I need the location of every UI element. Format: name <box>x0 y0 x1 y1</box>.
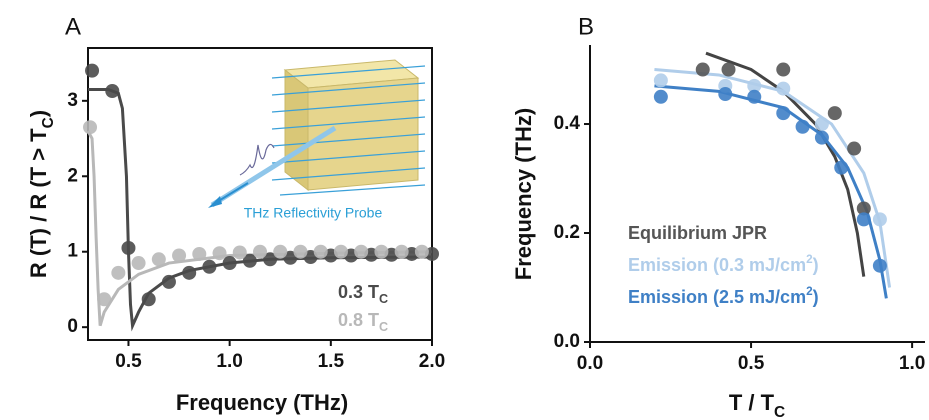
data-point <box>313 244 328 259</box>
legend-label-part: Equilibrium JPR <box>628 223 767 243</box>
data-point <box>814 130 829 145</box>
data-point <box>273 244 288 259</box>
data-point <box>776 106 791 121</box>
data-point <box>856 212 871 227</box>
data-point <box>354 244 369 259</box>
data-point <box>653 73 668 88</box>
data-point <box>212 246 227 261</box>
plot-frame <box>87 47 433 341</box>
fit-line <box>86 130 433 327</box>
x-axis-label-part: C <box>774 404 785 420</box>
y-tick-label: 0.4 <box>554 113 581 134</box>
data-point <box>374 244 389 259</box>
data-point <box>721 62 736 77</box>
y-axis-label-part: Frequency (THz) <box>511 108 536 280</box>
data-point <box>253 244 267 259</box>
data-point <box>795 119 810 134</box>
y-tick-label: 0.0 <box>554 331 580 352</box>
legend-label-part: 2 <box>806 253 813 266</box>
data-point <box>151 252 166 267</box>
legend-label: Emission (0.3 mJ/cm2) <box>628 253 819 275</box>
data-point <box>105 84 120 99</box>
data-point <box>222 256 237 271</box>
legend-label-part: 2 <box>806 285 813 298</box>
legend-label-part: Emission (0.3 mJ/cm <box>628 255 806 275</box>
x-axis-label: Frequency (THz) <box>176 390 348 415</box>
data-point <box>182 265 197 280</box>
data-point <box>814 117 829 132</box>
data-point <box>242 253 257 268</box>
y-axis-label: Frequency (THz) <box>511 108 536 280</box>
data-point <box>131 256 146 271</box>
data-point <box>834 160 849 175</box>
data-point <box>97 292 112 307</box>
inset-illustration <box>208 59 426 208</box>
y-tick-label: 1 <box>67 241 78 262</box>
data-point <box>872 258 887 273</box>
x-axis-label: T / TC <box>729 390 785 420</box>
data-point <box>83 120 98 135</box>
x-axis-label-part: Frequency (THz) <box>176 390 348 415</box>
data-point <box>718 87 733 102</box>
data-point <box>172 248 187 263</box>
panel-label: A <box>65 13 81 40</box>
data-point <box>283 250 298 265</box>
y-axis-label: R (T) / R (T > TC) <box>26 110 57 278</box>
data-point <box>141 292 156 307</box>
data-point <box>776 81 791 96</box>
legend-label: 0.8 TC <box>338 310 388 335</box>
data-point <box>776 62 791 77</box>
data-point <box>202 259 217 274</box>
legend-label-part: C <box>379 320 388 334</box>
x-tick-label: 2.0 <box>419 351 445 372</box>
data-point <box>111 265 126 280</box>
y-axis-label-part: ) <box>26 110 51 117</box>
legend-label-part: Emission (2.5 mJ/cm <box>628 287 806 307</box>
y-axis-label-part: R (T) / R (T > T <box>26 128 51 278</box>
data-point <box>747 78 762 93</box>
legend-label: 0.3 TC <box>338 282 388 307</box>
data-point <box>121 240 136 255</box>
y-tick-label: 2 <box>67 165 78 186</box>
data-point <box>847 141 862 156</box>
legend-label-part: 0.8 T <box>338 310 379 330</box>
x-tick-label: 1.0 <box>899 353 925 374</box>
legend-label-part: 0.3 T <box>338 282 379 302</box>
data-point <box>414 244 429 259</box>
data-point <box>192 246 207 261</box>
annotation: THz Reflectivity Probe <box>244 205 383 221</box>
legend-label: Equilibrium JPR <box>628 223 767 243</box>
x-tick-label: 1.0 <box>216 351 242 372</box>
data-point <box>695 62 710 77</box>
y-tick-label: 0 <box>67 316 78 337</box>
data-point <box>161 274 176 289</box>
data-point <box>856 201 871 216</box>
x-tick-label: 1.5 <box>318 351 345 372</box>
x-tick-label: 0.5 <box>115 351 142 372</box>
data-point <box>232 245 247 260</box>
data-point <box>85 63 100 78</box>
panel-label: B <box>578 13 594 40</box>
y-tick-label: 3 <box>67 90 78 111</box>
data-point <box>872 212 887 227</box>
data-point <box>394 244 409 259</box>
x-axis-label-part: T / T <box>729 390 775 415</box>
legend-label-part: ) <box>813 255 819 275</box>
legend-label: Emission (2.5 mJ/cm2) <box>628 285 819 307</box>
data-point <box>293 244 308 259</box>
data-point <box>827 106 842 121</box>
x-tick-label: 0.5 <box>738 353 765 374</box>
legend-label-part: C <box>379 292 388 306</box>
data-point <box>263 252 278 267</box>
y-tick-label: 0.2 <box>554 222 580 243</box>
data-point <box>653 89 668 104</box>
data-point <box>333 244 348 259</box>
data-point <box>747 89 762 104</box>
y-axis-label-part: C <box>40 117 57 128</box>
legend-label-part: ) <box>813 287 819 307</box>
x-tick-label: 0.0 <box>577 353 603 374</box>
